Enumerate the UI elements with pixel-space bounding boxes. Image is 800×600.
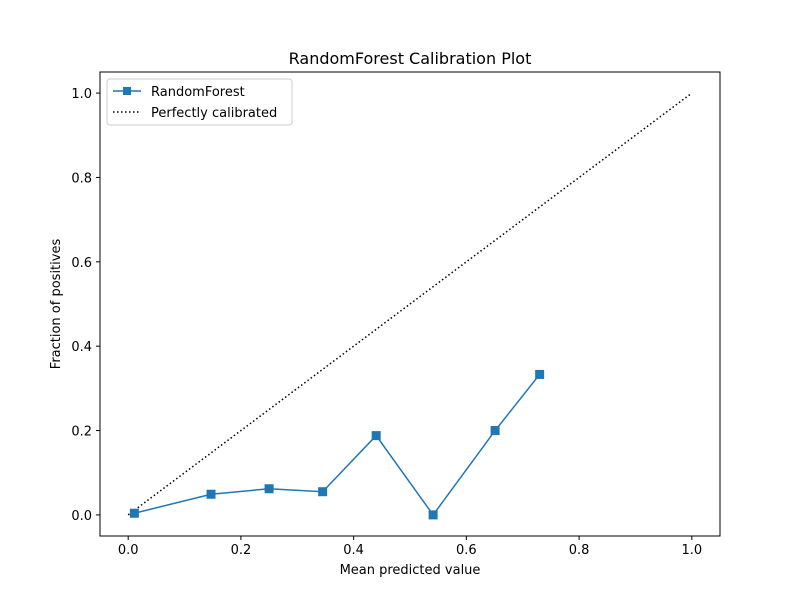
- x-tick-label: 0.0: [118, 543, 139, 558]
- y-tick-label: 0.0: [71, 509, 92, 524]
- plot-area: [127, 92, 693, 520]
- legend-frame: [106, 78, 293, 126]
- data-point-randomforest: [206, 489, 216, 499]
- x-axis: 0.0 0.2 0.4 0.6 0.8 1.0: [118, 536, 702, 558]
- y-axis-label: Fraction of positives: [49, 239, 64, 370]
- data-point-randomforest: [490, 426, 500, 436]
- legend-randomforest-label: RandomForest: [151, 85, 245, 100]
- data-point-randomforest: [264, 484, 274, 494]
- chart-title: RandomForest Calibration Plot: [289, 49, 532, 68]
- y-tick-label: 0.8: [71, 171, 92, 186]
- legend-randomforest-marker: [123, 87, 131, 95]
- legend-perfect-label: Perfectly calibrated: [151, 106, 277, 121]
- data-point-randomforest: [129, 508, 139, 518]
- x-tick-label: 0.2: [231, 543, 252, 558]
- data-point-randomforest: [371, 431, 381, 441]
- data-point-randomforest: [318, 487, 328, 497]
- y-tick-label: 0.4: [71, 340, 92, 355]
- data-point-randomforest: [428, 510, 438, 520]
- data-point-randomforest: [535, 369, 545, 379]
- series-line-randomforest: [134, 373, 541, 517]
- x-tick-label: 0.4: [343, 543, 364, 558]
- legend: RandomForest Perfectly calibrated: [106, 78, 293, 126]
- y-axis: 0.0 0.2 0.4 0.6 0.8 1.0: [71, 87, 100, 524]
- y-tick-label: 0.2: [71, 425, 92, 440]
- x-tick-label: 1.0: [681, 543, 702, 558]
- axes-frame: [99, 71, 721, 537]
- y-tick-label: 0.6: [71, 256, 92, 271]
- x-axis-label: Mean predicted value: [340, 563, 481, 578]
- series-line-perfectly-calibrated: [127, 92, 693, 516]
- y-tick-label: 1.0: [71, 87, 92, 102]
- x-tick-label: 0.6: [456, 543, 477, 558]
- x-tick-label: 0.8: [569, 543, 590, 558]
